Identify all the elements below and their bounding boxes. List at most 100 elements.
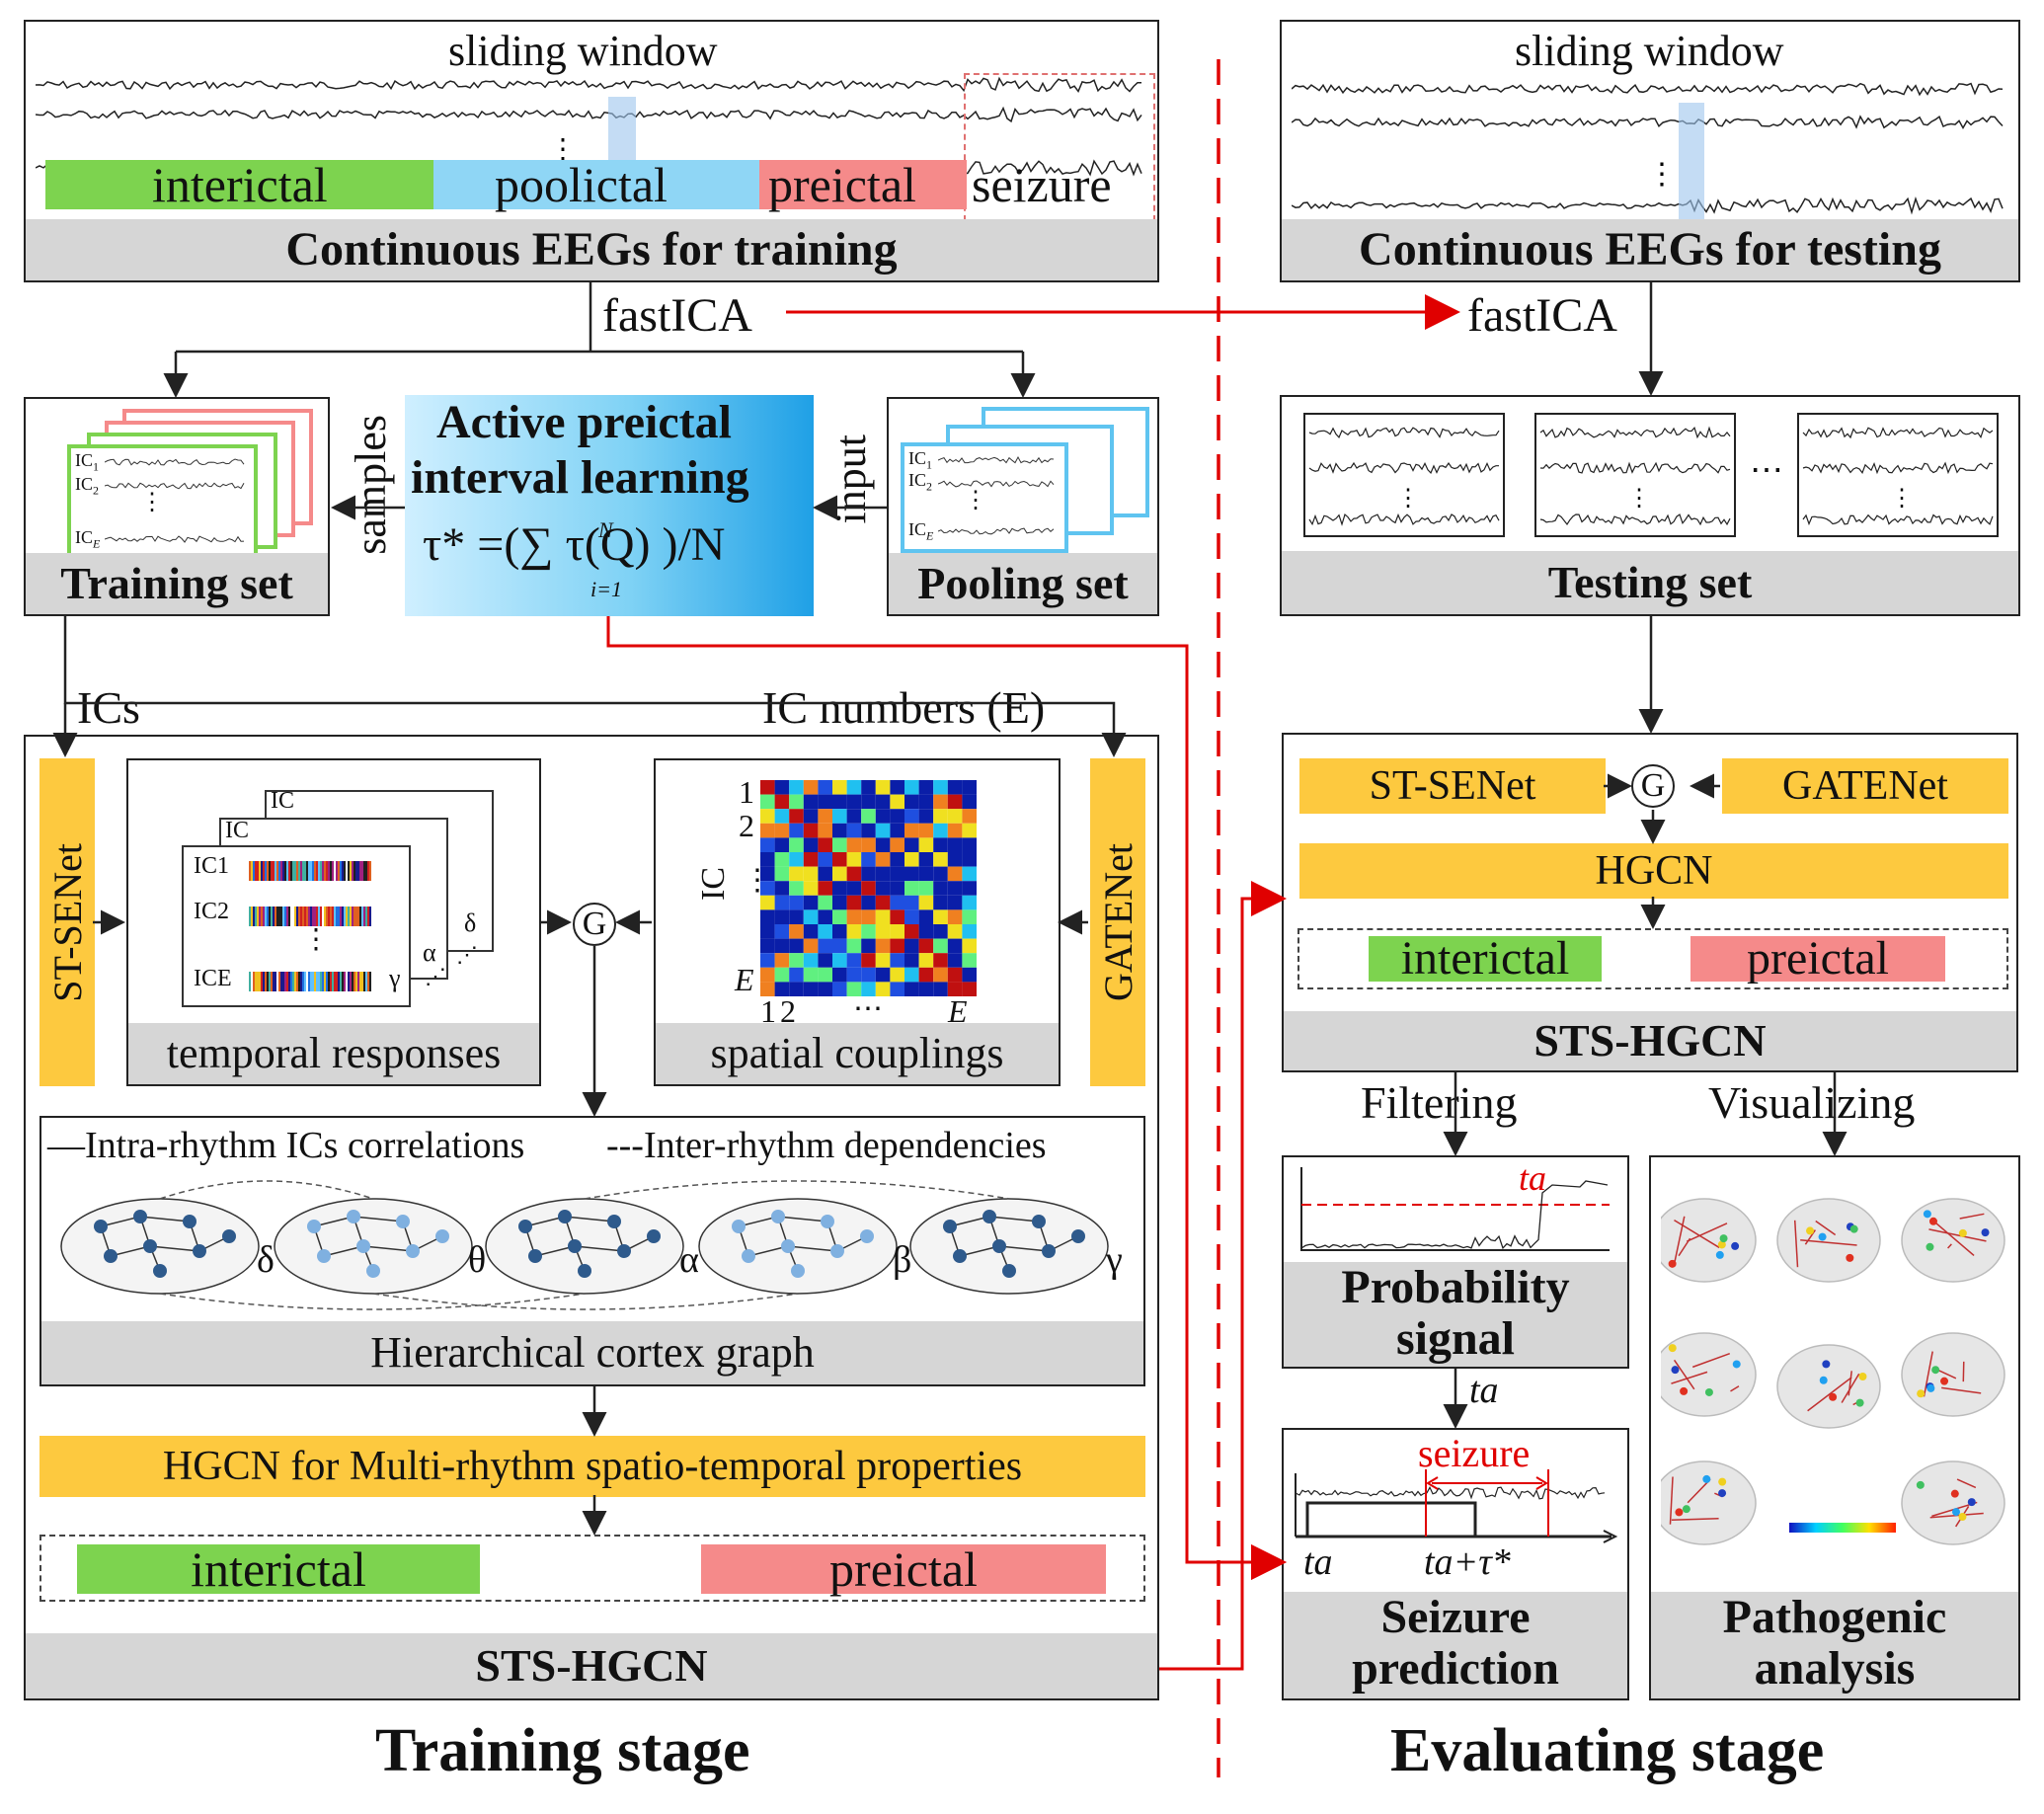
eval-sts-hgcn-footer: STS-HGCN (1284, 1011, 2016, 1070)
pooling-ic2-label: IC2 (908, 470, 932, 494)
svg-text:⋮: ⋮ (549, 134, 577, 165)
training-sts-hgcn-footer: STS-HGCN (26, 1633, 1157, 1698)
tr-card-front: IC1 IC2 ⋮ ICE (182, 845, 411, 1007)
tau-formula-sup: N (598, 517, 613, 542)
matrix-x-dots: ⋯ (853, 992, 883, 1025)
colorbar (1789, 1523, 1896, 1533)
poolictal-segment (433, 160, 759, 209)
svg-text:⋮: ⋮ (1890, 486, 1914, 512)
pooling-set-box: IC1 IC2 ⋮ ICE Pooling set (887, 397, 1159, 616)
poolictal-label: poolictal (495, 157, 668, 212)
tr-gamma: γ (389, 964, 401, 992)
pooling-ice-label: ICE (908, 519, 934, 543)
tr-stripes (249, 861, 371, 991)
svg-text:⋮: ⋮ (1647, 158, 1677, 191)
spatial-couplings-footer: spatial couplings (656, 1023, 1059, 1084)
interictal-label: interictal (152, 157, 328, 212)
training-preictal-output: preictal (701, 1544, 1106, 1594)
probability-signal-box: ta Probability signal (1282, 1155, 1629, 1369)
seizure-prediction-box: seizure ta ta+τ* Seizure prediction (1282, 1428, 1629, 1700)
tr-ic1: IC1 (194, 853, 229, 879)
eval-st-senet-block: ST-SENet (1299, 758, 1606, 814)
tr-mid-ic: IC (225, 818, 249, 843)
interictal-segment (45, 160, 433, 209)
svg-text:⋮: ⋮ (1627, 486, 1651, 512)
testing-eeg-footer: Continuous EEGs for testing (1282, 219, 2018, 280)
hierarchical-graph-box: —Intra-rhythm ICs correlations ---Inter-… (39, 1116, 1145, 1386)
training-card-traces (105, 458, 245, 543)
temporal-responses-footer: temporal responses (128, 1023, 539, 1084)
sp-ta-tau-label: ta+τ* (1424, 1541, 1511, 1583)
brain-visualizations (1661, 1198, 2005, 1545)
testing-sliding-window-label: sliding window (1515, 27, 1784, 75)
seizure-prediction-footer: Seizure prediction (1284, 1592, 1627, 1698)
ta-arrow-label: ta (1469, 1370, 1499, 1411)
pathogenic-footer: Pathogenic analysis (1651, 1592, 2018, 1698)
pooling-card-front: IC1 IC2 ⋮ ICE (901, 442, 1068, 553)
testing-set-footer: Testing set (1282, 551, 2018, 614)
pathogenic-analysis-box: Pathogenic analysis (1649, 1155, 2020, 1700)
testing-card-1: ⋮ (1303, 413, 1505, 537)
ics-label: ICs (77, 682, 140, 733)
rhythm-alpha: α (679, 1239, 699, 1281)
tau-formula-sub: i=1 (590, 577, 622, 601)
hierarchical-graph-footer: Hierarchical cortex graph (41, 1321, 1143, 1384)
eval-hgcn-block: HGCN (1299, 843, 2008, 899)
preictal-segment (759, 160, 967, 209)
training-set-box: IC1 IC2 ⋮ ICE Training set (24, 397, 330, 616)
matrix-y-e: E (735, 962, 754, 997)
training-eeg-box: sliding window ⋮ interictal poolictal pr… (24, 20, 1159, 282)
training-ice-label: ICE (75, 527, 101, 551)
rhythm-gamma: γ (1106, 1239, 1123, 1281)
testing-set-box: ⋮ ⋮ ⋯ ⋮ Testing set (1280, 395, 2020, 616)
sp-ta-label: ta (1303, 1541, 1333, 1583)
svg-text:⋮: ⋮ (1396, 486, 1420, 512)
matrix-x-2: 2 (780, 993, 796, 1029)
rhythm-delta: δ (257, 1239, 275, 1281)
probability-footer: Probability signal (1284, 1262, 1627, 1367)
training-output-dashed (39, 1535, 1145, 1602)
rhythm-theta: θ (468, 1239, 487, 1281)
probability-plot (1300, 1167, 1610, 1251)
tr-ic2: IC2 (194, 899, 229, 924)
seizure-red-label: seizure (1418, 1431, 1531, 1475)
tr-vdots: ⋮ (302, 924, 330, 955)
testing-card-3: ⋮ (1797, 413, 1999, 537)
training-vdots: ⋮ (140, 490, 164, 515)
matrix-y-2: 2 (739, 808, 754, 843)
gate-node-evaluating: G (1631, 764, 1675, 808)
training-stage-label: Training stage (375, 1717, 750, 1784)
legend-inter: ---Inter-rhythm dependencies (606, 1125, 1047, 1166)
tr-delta: δ (464, 908, 477, 937)
pooling-set-footer: Pooling set (889, 553, 1157, 614)
seizure-prediction-plot (1295, 1469, 1618, 1543)
training-fastica-label: fastICA (602, 289, 752, 342)
active-learning-line2: interval learning (411, 451, 749, 504)
rhythm-beta: β (893, 1239, 912, 1281)
seizure-label: seizure (972, 157, 1112, 212)
evaluating-fastica-label: fastICA (1467, 289, 1617, 342)
training-set-footer: Training set (26, 553, 328, 614)
tau-formula: τ* =(∑ τ(Q) )/N (423, 518, 726, 571)
ic-numbers-label: IC numbers (E) (762, 682, 1046, 733)
preictal-label: preictal (768, 157, 916, 212)
active-learning-box: Active preictal interval learning τ* =(∑… (405, 395, 814, 616)
eval-output-dashed (1297, 928, 2008, 989)
sliding-window-label: sliding window (448, 27, 718, 75)
eval-interictal-output: interictal (1369, 935, 1602, 983)
tr-back-ic: IC (271, 788, 294, 814)
tr-ice: ICE (194, 966, 232, 991)
legend-intra: —Intra-rhythm ICs correlations (47, 1125, 525, 1166)
eval-gatenet-block: GATENet (1722, 758, 2008, 814)
hgcn-multi-rhythm-block: HGCN for Multi-rhythm spatio-temporal pr… (39, 1436, 1145, 1497)
evaluating-sts-hgcn-box: ST-SENet G GATENet HGCN interictal preic… (1282, 733, 2018, 1072)
tr-dots-1: ⋰ (425, 964, 446, 988)
temporal-responses-box: IC IC IC1 IC2 ⋮ ICE γ α δ ⋰ ⋰ temporal r… (126, 758, 541, 1086)
training-ic1-label: IC1 (75, 450, 99, 474)
matrix-x-e: E (948, 993, 968, 1029)
tr-alpha: α (423, 938, 436, 967)
pooling-vdots: ⋮ (964, 488, 987, 513)
matrix-y-1: 1 (739, 774, 754, 810)
training-interictal-output: interictal (77, 1544, 480, 1594)
